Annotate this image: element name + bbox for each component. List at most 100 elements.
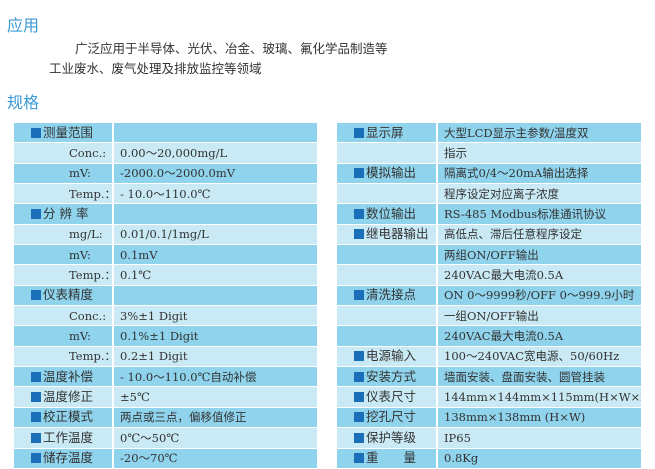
- spec-row: 储存温度 -20～70℃: [14, 448, 317, 469]
- bullet-square-icon: [31, 392, 41, 403]
- spec-row: 安装方式 墙面安装、盘面安装、圆管挂装: [337, 366, 641, 388]
- spec-label: 继电器输出: [366, 226, 429, 242]
- spec-row: mV: 0.1%±1 Digit: [14, 325, 317, 347]
- spec-row: mg/L: 0.01/0.1/1mg/L: [14, 224, 317, 246]
- spec-value: -2000.0～2000.0mV: [113, 163, 317, 185]
- spec-row: 温度补偿 - 10.0～110.0℃自动补偿: [14, 366, 317, 388]
- spec-value: [113, 285, 317, 307]
- spec-label: 显示屏: [366, 124, 404, 140]
- spec-value: 0.1℃: [113, 264, 317, 286]
- spec-value: 240VAC最大电流0.5A: [437, 325, 641, 347]
- spec-value: ±5℃: [113, 386, 317, 408]
- spec-label-cell: Temp.：: [14, 264, 114, 286]
- spec-value: 138mm×138mm (H×W): [437, 407, 641, 429]
- spec-value: IP65: [437, 427, 641, 449]
- spec-row: 重 量 0.8Kg: [337, 448, 641, 469]
- spec-value: -20～70℃: [113, 448, 317, 469]
- spec-label: 数位输出: [366, 206, 417, 222]
- spec-value: 0.8Kg: [437, 448, 641, 469]
- specs-table-left: 测量范围 Conc.: 0.00～20,000mg/L mV: -2000.0～2000…: [14, 123, 317, 469]
- spec-label: 仪表精度: [43, 287, 94, 303]
- spec-row: Temp.： 0.1℃: [14, 264, 317, 286]
- spec-value: 100～240VAC宽电源、50/60Hz: [437, 346, 641, 368]
- spec-label: 储存温度: [43, 450, 94, 466]
- application-text-line1: 广泛应用于半导体、光伏、冶金、玻璃、氟化学品制造等: [75, 41, 388, 56]
- spec-row: 工作温度 0℃～50℃: [14, 427, 317, 449]
- spec-row: 模拟输出 隔离式0/4～20mA输出选择: [337, 163, 641, 185]
- spec-value: 0.00～20,000mg/L: [113, 142, 317, 164]
- spec-label: 电源输入: [366, 348, 417, 364]
- spec-value: 0.1mV: [113, 244, 317, 266]
- bullet-square-icon: [354, 453, 364, 464]
- spec-label: mg/L:: [69, 227, 103, 242]
- spec-label-cell: 模拟输出: [337, 163, 438, 185]
- bullet-square-icon: [31, 453, 41, 464]
- spec-label-cell: 保护等级: [337, 427, 438, 449]
- spec-value: [113, 203, 317, 225]
- spec-label: mV:: [69, 166, 91, 181]
- spec-label-cell: [337, 305, 438, 327]
- spec-row: 两组ON/OFF输出: [337, 244, 641, 266]
- bullet-square-icon: [354, 392, 364, 403]
- spec-label-cell: Conc.:: [14, 305, 114, 327]
- spec-value: - 10.0～110.0℃: [113, 183, 317, 205]
- spec-label-cell: Temp.：: [14, 346, 114, 368]
- spec-label-cell: 挖孔尺寸: [337, 407, 438, 429]
- spec-label-cell: 继电器输出: [337, 224, 438, 246]
- spec-row: 校正模式 两点或三点，偏移值修正: [14, 407, 317, 429]
- spec-row: 继电器输出 高低点、滞后任意程序设定: [337, 224, 641, 246]
- spec-value: 墙面安装、盘面安装、圆管挂装: [437, 366, 641, 388]
- spec-row: 一组ON/OFF输出: [337, 305, 641, 327]
- spec-row: mV: 0.1mV: [14, 244, 317, 266]
- spec-row: 显示屏 大型LCD显示主参数/温度双: [337, 123, 641, 144]
- spec-label-cell: 储存温度: [14, 448, 114, 469]
- spec-value: [113, 123, 317, 144]
- spec-row: Conc.: 0.00～20,000mg/L: [14, 142, 317, 164]
- spec-value: RS-485 Modbus标准通讯协议: [437, 203, 641, 225]
- spec-label: mV:: [69, 247, 91, 262]
- spec-label: 挖孔尺寸: [366, 409, 417, 425]
- spec-label: Temp.：: [69, 349, 113, 364]
- spec-label: Conc.:: [69, 146, 107, 161]
- spec-value: 0℃～50℃: [113, 427, 317, 449]
- spec-value: 0.01/0.1/1mg/L: [113, 224, 317, 246]
- spec-label-cell: 重 量: [337, 448, 438, 469]
- spec-label: Conc.:: [69, 308, 107, 323]
- spec-label-cell: 温度修正: [14, 386, 114, 408]
- spec-label-cell: [337, 264, 438, 286]
- spec-value: 两点或三点，偏移值修正: [113, 407, 317, 429]
- bullet-square-icon: [354, 290, 364, 301]
- bullet-square-icon: [354, 412, 364, 423]
- spec-label: 模拟输出: [366, 165, 417, 181]
- spec-label-cell: 测量范围: [14, 123, 114, 144]
- spec-label-cell: [337, 244, 438, 266]
- spec-label-cell: 仪表尺寸: [337, 386, 438, 408]
- spec-label: 温度修正: [43, 389, 94, 405]
- spec-label: 保护等级: [366, 429, 417, 445]
- spec-label-cell: Temp.：: [14, 183, 114, 205]
- spec-label-cell: 显示屏: [337, 123, 438, 144]
- spec-value: 大型LCD显示主参数/温度双: [437, 123, 641, 144]
- spec-label: 仪表尺寸: [366, 389, 417, 405]
- spec-value: 高低点、滞后任意程序设定: [437, 224, 641, 246]
- spec-row: 保护等级 IP65: [337, 427, 641, 449]
- application-heading: 应用: [7, 16, 40, 35]
- bullet-square-icon: [31, 432, 41, 443]
- spec-label: 温度补偿: [43, 368, 94, 384]
- spec-label: 测量范围: [43, 124, 94, 140]
- spec-label-cell: 清洗接点: [337, 285, 438, 307]
- spec-value: 3%±1 Digit: [113, 305, 317, 327]
- spec-label-cell: [337, 142, 438, 164]
- spec-label: 重 量: [366, 450, 417, 466]
- bullet-square-icon: [31, 290, 41, 301]
- spec-value: 两组ON/OFF输出: [437, 244, 641, 266]
- bullet-square-icon: [354, 209, 364, 220]
- spec-label: mV:: [69, 329, 91, 344]
- spec-row: 240VAC最大电流0.5A: [337, 264, 641, 286]
- spec-row: 分 辨 率: [14, 203, 317, 225]
- spec-value: 144mm×144mm×115mm(H×W×D): [437, 386, 641, 408]
- bullet-square-icon: [354, 351, 364, 362]
- spec-label: 分 辨 率: [43, 206, 89, 222]
- spec-row: 清洗接点 ON 0～9999秒/OFF 0～999.9小时: [337, 285, 641, 307]
- bullet-square-icon: [31, 127, 41, 138]
